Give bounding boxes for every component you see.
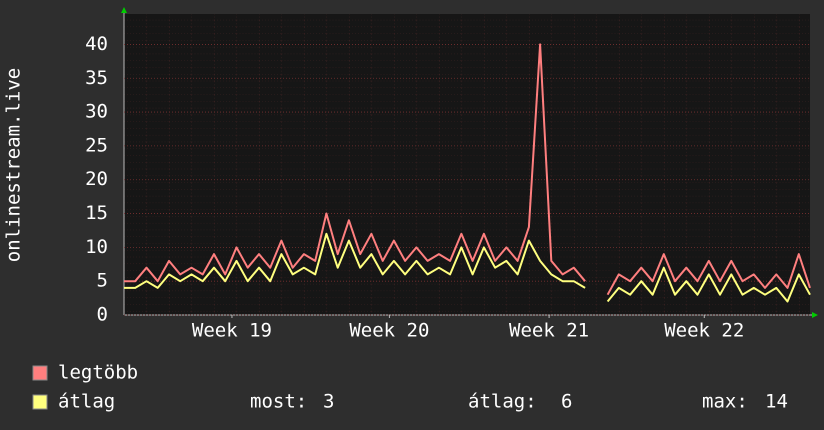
stat-label: átlag: [468,391,537,413]
series-line [124,43,811,296]
stat-value: 6 [561,391,572,413]
stat-value: 14 [765,391,788,413]
legend-label: átlag [58,391,115,413]
y-tick-label: 40 [85,33,108,55]
y-tick-label: 30 [85,101,108,123]
series-line [124,232,811,303]
legend-label: legtöbb [58,362,138,384]
y-axis-label: onlinestream.live [3,68,25,262]
stat-value: 3 [323,391,334,413]
y-tick-label: 15 [85,202,108,224]
legend-swatch [32,365,48,381]
x-tick-label: Week 19 [192,320,272,342]
y-tick-label: 10 [85,236,108,258]
x-tick-label: Week 21 [509,320,589,342]
x-tick-label: Week 20 [349,320,429,342]
stat-label: max: [702,391,748,413]
y-tick-label: 20 [85,168,108,190]
y-tick-label: 5 [97,270,108,292]
x-tick-label: Week 22 [664,320,744,342]
y-tick-label: 25 [85,134,108,156]
legend-swatch [32,394,48,410]
stat-label: most: [250,391,307,413]
axis-arrow [812,312,818,318]
y-tick-label: 0 [97,304,108,326]
axis-arrow [121,7,127,13]
y-tick-label: 35 [85,67,108,89]
